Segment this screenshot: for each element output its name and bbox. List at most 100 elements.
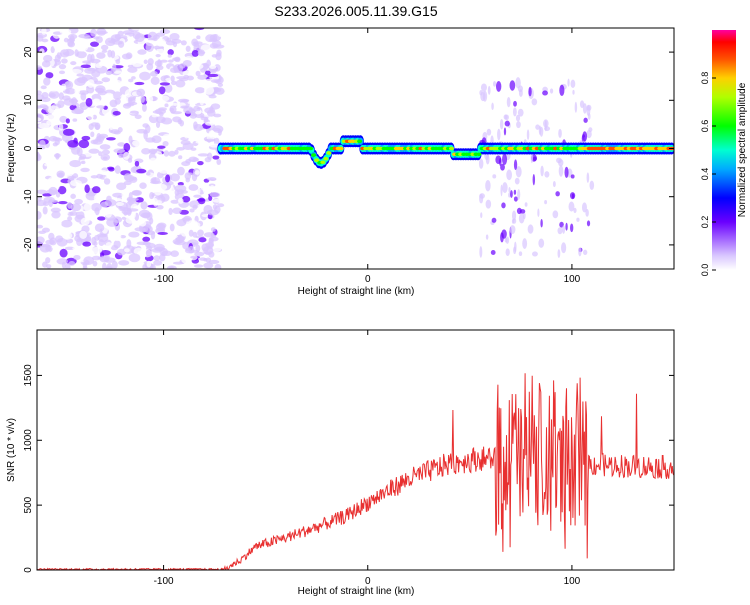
heatmap-noise-cell: [46, 119, 57, 126]
heatmap-noise-cell: [123, 142, 131, 152]
heatmap-noise-cell: [207, 177, 217, 181]
heatmap-noise-cell: [188, 220, 198, 225]
heatmap-scatter-cell: [528, 86, 532, 97]
heatmap-noise-cell: [134, 33, 145, 43]
heatmap-noise-cell: [170, 80, 177, 86]
heatmap-noise-cell: [170, 75, 175, 82]
heatmap-noise-cell: [157, 222, 167, 229]
heatmap-noise-cell: [127, 67, 138, 73]
heatmap-noise-cell: [56, 258, 68, 265]
heatmap-noise-cell: [113, 148, 126, 154]
heatmap-noise-cell: [126, 239, 132, 248]
heatmap-noise-cell: [158, 86, 166, 95]
heatmap-scatter-cell: [505, 248, 510, 256]
heatmap-noise-cell: [203, 85, 215, 95]
heatmap-noise-cell: [136, 124, 142, 130]
heatmap-noise-cell: [80, 92, 87, 101]
heatmap-noise-cell: [156, 97, 162, 107]
heatmap-xtick-label: -100: [154, 274, 174, 285]
heatmap-noise-cell: [149, 157, 158, 165]
heatmap-noise-cell: [172, 261, 185, 265]
heatmap-noise-cell: [156, 205, 164, 210]
heatmap-noise-cell: [72, 246, 83, 251]
heatmap-noise-cell: [50, 46, 55, 54]
heatmap-noise-cell: [168, 207, 173, 216]
heatmap-noise-cell: [103, 257, 116, 263]
heatmap-noise-cell: [184, 132, 189, 139]
heatmap-noise-cell: [67, 175, 77, 179]
heatmap-noise-cell: [170, 173, 180, 182]
heatmap-scatter-cell: [509, 225, 516, 235]
heatmap-noise-cell: [156, 38, 166, 47]
heatmap-noise-cell: [132, 62, 142, 67]
heatmap-noise-cell: [175, 79, 186, 88]
heatmap-noise-cell: [128, 231, 140, 238]
heatmap-signal-core: [448, 146, 454, 151]
heatmap-scatter-cell: [500, 184, 503, 197]
heatmap-noise-cell: [167, 54, 172, 58]
heatmap-noise-cell: [104, 37, 116, 47]
heatmap-noise-cell: [74, 86, 81, 95]
heatmap-noise-cell: [70, 193, 76, 199]
heatmap-noise-cell: [145, 95, 154, 103]
heatmap-noise-cell: [173, 65, 178, 73]
heatmap-noise-cell: [58, 201, 68, 205]
heatmap-scatter-cell: [586, 104, 592, 111]
heatmap-scatter-cell: [557, 249, 561, 258]
heatmap-scatter-cell: [497, 128, 501, 141]
heatmap-noise-cell: [112, 63, 117, 73]
heatmap-noise-cell: [118, 153, 124, 159]
heatmap-scatter-cell: [517, 189, 521, 201]
heatmap-noise-cell: [197, 161, 204, 166]
heatmap-signal-core: [338, 146, 344, 151]
heatmap-scatter-cell: [532, 156, 537, 161]
heatmap-noise-cell: [178, 78, 189, 82]
heatmap-scatter-cell: [558, 159, 564, 167]
heatmap-noise-cell: [80, 64, 91, 69]
heatmap-noise-cell: [43, 77, 51, 86]
heatmap-noise-cell: [73, 255, 81, 260]
heatmap-scatter-cell: [532, 173, 536, 186]
heatmap-noise-cell: [195, 244, 201, 253]
heatmap-noise-cell: [189, 208, 195, 213]
heatmap-noise-cell: [177, 31, 185, 36]
heatmap-noise-cell: [61, 219, 73, 228]
heatmap-scatter-cell: [504, 114, 509, 121]
heatmap-noise-cell: [58, 123, 64, 131]
heatmap-noise-cell: [174, 184, 187, 193]
heatmap-noise-cell: [204, 157, 212, 163]
heatmap-noise-cell: [150, 70, 158, 77]
heatmap-scatter-cell: [527, 224, 534, 234]
heatmap-noise-cell: [90, 122, 99, 127]
heatmap-noise-cell: [155, 54, 161, 58]
heatmap-noise-cell: [204, 138, 216, 142]
heatmap-noise-cell: [128, 135, 133, 144]
heatmap-noise-cell: [52, 142, 58, 147]
heatmap-noise-cell: [159, 95, 170, 102]
heatmap-noise-cell: [88, 211, 96, 218]
snr-ytick-label: 1500: [23, 364, 34, 387]
heatmap-noise-cell: [188, 184, 199, 191]
heatmap-signal-core: [311, 153, 317, 157]
heatmap-scatter-cell: [515, 77, 521, 89]
heatmap-noise-cell: [169, 266, 175, 269]
heatmap-scatter-cell: [582, 131, 588, 142]
heatmap-noise-cell: [37, 236, 45, 245]
heatmap-noise-cell: [41, 38, 49, 43]
heatmap-noise-cell: [208, 239, 214, 248]
heatmap-scatter-cell: [485, 179, 491, 192]
heatmap-noise-cell: [72, 118, 78, 122]
heatmap-noise-cell: [118, 260, 130, 266]
heatmap-scatter-cell: [513, 189, 517, 195]
heatmap-signal-core: [308, 146, 314, 151]
heatmap-noise-cell: [133, 247, 144, 255]
heatmap-noise-cell: [121, 216, 126, 220]
heatmap-noise-cell: [103, 178, 111, 185]
heatmap-noise-cell: [96, 52, 106, 59]
heatmap-scatter-cell: [537, 208, 540, 218]
heatmap-noise-cell: [67, 38, 74, 47]
heatmap-noise-cell: [123, 248, 130, 253]
heatmap-noise-cell: [82, 241, 92, 247]
heatmap-noise-cell: [209, 42, 219, 49]
heatmap-scatter-cell: [513, 196, 518, 202]
